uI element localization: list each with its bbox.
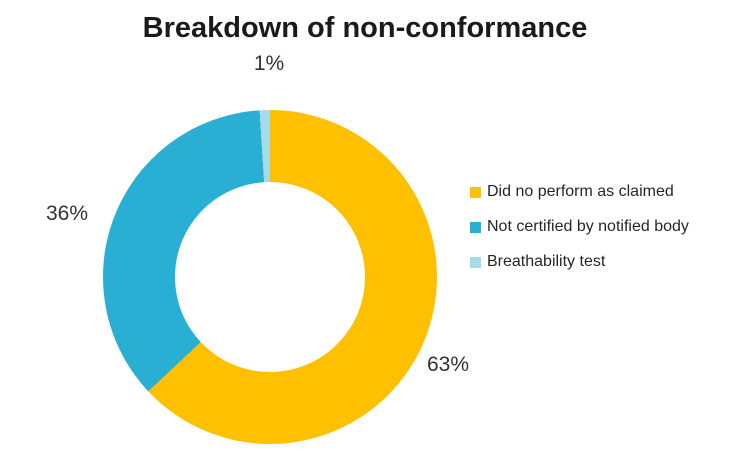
legend-item-did-no-perform: Did no perform as claimed [470, 182, 689, 202]
legend-item-not-certified: Not certified by notified body [470, 217, 689, 237]
legend-item-breathability: Breathability test [470, 252, 689, 272]
doughnut-hole [175, 182, 365, 372]
data-label-breathability-test: 1% [253, 52, 285, 75]
legend-label: Breathability test [487, 253, 606, 270]
chart-title: Breakdown of non-conformance [142, 12, 588, 44]
legend-label: Not certified by notified body [487, 218, 689, 235]
legend: Did no perform as claimed Not certified … [470, 182, 689, 272]
legend-swatch-teal [470, 221, 481, 233]
legend-label: Did no perform as claimed [487, 183, 674, 200]
legend-swatch-lightblue [470, 256, 481, 268]
data-label-not-certified: 36% [45, 202, 89, 225]
legend-swatch-yellow [470, 186, 481, 198]
data-label-did-not-perform: 63% [426, 353, 470, 376]
